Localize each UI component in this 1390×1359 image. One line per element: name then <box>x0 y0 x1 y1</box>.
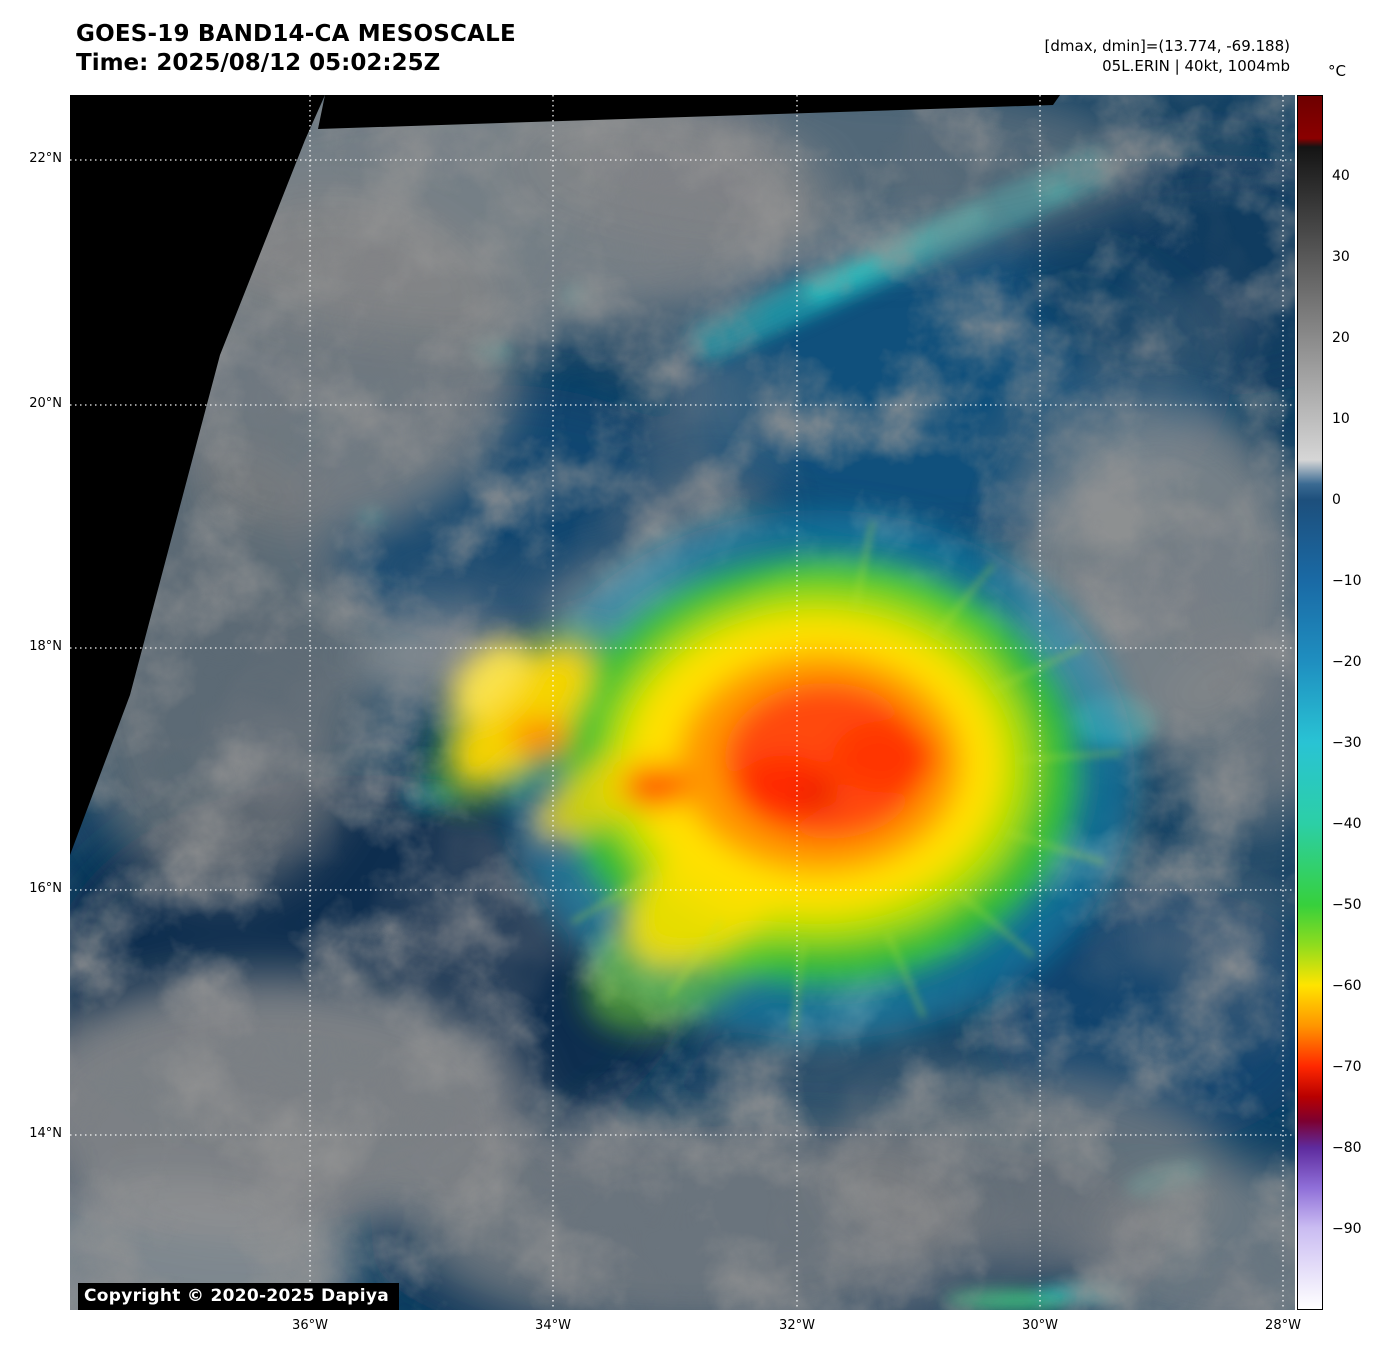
lon-label-34w: 34°W <box>535 1318 571 1333</box>
colorbar-tick: 20 <box>1332 330 1350 346</box>
lon-label-36w: 36°W <box>292 1318 328 1333</box>
figure-title: GOES-19 BAND14-CA MESOSCALE <box>76 21 516 47</box>
colorbar-unit-label: °C <box>1328 62 1346 80</box>
colorbar-tick: 10 <box>1332 411 1350 427</box>
graticule <box>70 95 1295 1310</box>
lat-label-22n: 22°N <box>29 151 62 166</box>
satellite-image-panel <box>70 95 1295 1310</box>
lon-label-32w: 32°W <box>779 1318 815 1333</box>
colorbar-tick: 40 <box>1332 168 1350 184</box>
lat-label-16n: 16°N <box>29 881 62 896</box>
colorbar-tick: −50 <box>1332 897 1362 913</box>
lat-label-18n: 18°N <box>29 639 62 654</box>
satellite-map <box>70 95 1295 1310</box>
copyright-watermark: Copyright © 2020-2025 Dapiya <box>78 1283 399 1310</box>
dmax-dmin-readout: [dmax, dmin]=(13.774, -69.188) <box>1044 37 1290 55</box>
lon-label-28w: 28°W <box>1265 1318 1301 1333</box>
timestamp: Time: 2025/08/12 05:02:25Z <box>76 49 441 76</box>
colorbar-tick: −10 <box>1332 573 1362 589</box>
header-right: [dmax, dmin]=(13.774, -69.188) 05L.ERIN … <box>1045 36 1290 77</box>
colorbar-tick: 0 <box>1332 492 1341 508</box>
colorbar-tick: −80 <box>1332 1140 1362 1156</box>
lon-label-30w: 30°W <box>1022 1318 1058 1333</box>
header-left: GOES-19 BAND14-CA MESOSCALE Time: 2025/0… <box>76 20 516 78</box>
storm-info: 05L.ERIN | 40kt, 1004mb <box>1102 57 1290 76</box>
lat-label-20n: 20°N <box>29 396 62 411</box>
colorbar-tick: −30 <box>1332 735 1362 751</box>
colorbar-tick: −90 <box>1332 1221 1362 1237</box>
lat-label-14n: 14°N <box>29 1126 62 1141</box>
colorbar-gradient <box>1297 95 1323 1310</box>
scan-edge-top <box>318 95 1060 129</box>
colorbar-tick: 30 <box>1332 249 1350 265</box>
scan-edge-wedge <box>70 95 325 855</box>
outflow-streaks <box>571 521 1122 1032</box>
colorbar-tick: −60 <box>1332 978 1362 994</box>
colorbar-tick: −40 <box>1332 816 1362 832</box>
colorbar-tick: −20 <box>1332 654 1362 670</box>
colorbar-tick: −70 <box>1332 1059 1362 1075</box>
